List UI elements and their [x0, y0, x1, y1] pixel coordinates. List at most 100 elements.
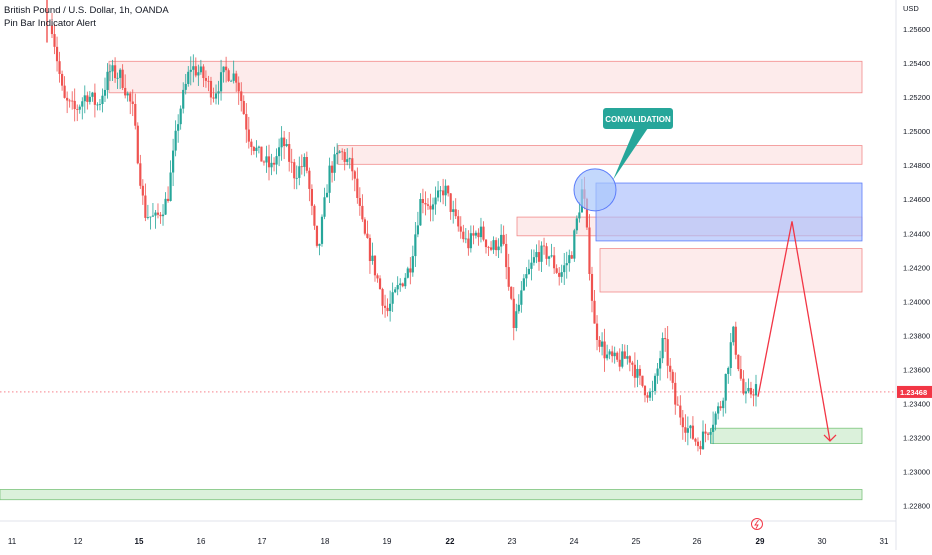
candle-body — [361, 205, 364, 220]
time-tick-label: 17 — [258, 537, 267, 546]
candle-body — [230, 80, 233, 82]
candle-body — [636, 368, 639, 378]
candle-body — [442, 190, 445, 196]
candle-body — [106, 71, 109, 90]
indicator-name[interactable]: Pin Bar Indicator Alert — [4, 18, 96, 29]
candle-body — [684, 427, 687, 433]
candle-body — [487, 247, 490, 248]
candle-body — [116, 77, 119, 79]
candle-body — [219, 72, 223, 92]
candle-body — [537, 252, 541, 262]
candle-body — [189, 69, 192, 72]
candle-body — [96, 104, 99, 106]
candle-body — [479, 226, 483, 238]
candle-body — [553, 255, 556, 269]
candle-body — [754, 384, 758, 396]
candle-body — [169, 172, 172, 201]
candle-body — [406, 268, 409, 278]
candle-body — [727, 368, 730, 374]
candle-body — [351, 158, 354, 172]
candle-body — [732, 326, 735, 343]
candle-body — [378, 278, 382, 290]
candle-body — [489, 247, 493, 250]
candle-body — [421, 199, 425, 204]
price-tick-label: 1.23200 — [903, 434, 930, 443]
candle-body — [363, 219, 366, 234]
candle-body — [136, 125, 139, 164]
resistance-zone — [337, 145, 863, 165]
candle-body — [689, 425, 692, 429]
candle-body — [288, 144, 291, 162]
candle-body — [343, 152, 346, 162]
candle-body — [575, 218, 578, 231]
candle-body — [532, 257, 536, 263]
candle-body — [659, 358, 662, 369]
candle-body — [510, 286, 513, 299]
candle-body — [129, 93, 132, 102]
candle-body — [346, 159, 349, 162]
candle-body — [424, 203, 427, 205]
candle-body — [540, 245, 543, 262]
candle-body — [749, 387, 753, 395]
candle-body — [146, 217, 149, 218]
candle-body — [131, 101, 134, 105]
symbol-title[interactable]: British Pound / U.S. Dollar, 1h, OANDA — [4, 5, 169, 16]
candle-body — [149, 216, 152, 218]
candle-body — [209, 80, 213, 98]
candle-body — [404, 277, 407, 287]
candle-body — [590, 273, 594, 301]
candle-body — [93, 92, 96, 105]
candle-body — [459, 226, 462, 232]
candle-body — [76, 109, 79, 110]
candle-body — [717, 406, 720, 414]
candle-body — [530, 262, 533, 269]
candle-body — [477, 232, 480, 238]
candle-body — [666, 339, 669, 366]
candle-body — [154, 212, 157, 216]
time-tick-label: 22 — [446, 537, 455, 546]
candle-body — [313, 205, 316, 226]
candle-body — [86, 95, 89, 102]
candle-body — [330, 165, 334, 173]
candle-body — [447, 185, 450, 194]
candle-body — [222, 66, 225, 73]
candle-body — [709, 431, 712, 435]
candle-body — [696, 441, 700, 447]
candle-body — [305, 157, 308, 171]
candle-body — [603, 341, 606, 359]
candle-body — [386, 307, 389, 312]
candle-body — [83, 95, 86, 102]
candle-body — [598, 340, 601, 347]
candle-body — [285, 144, 288, 147]
price-tick-label: 1.24800 — [903, 161, 930, 170]
candle-body — [542, 245, 546, 247]
candle-body — [381, 289, 384, 306]
candle-body — [563, 265, 566, 273]
candle-body — [676, 404, 679, 406]
candle-body — [277, 147, 281, 157]
candle-body — [719, 406, 722, 409]
candle-body — [409, 268, 412, 273]
candle-body — [172, 150, 175, 173]
candle-body — [573, 230, 576, 259]
time-tick-label: 29 — [756, 537, 765, 546]
time-tick-label: 31 — [880, 537, 889, 546]
candle-body — [520, 290, 523, 305]
candle-body — [283, 137, 286, 147]
candle-body — [691, 425, 695, 439]
candle-body — [426, 204, 430, 206]
candle-body — [257, 146, 261, 148]
candles — [46, 0, 758, 455]
time-tick-label: 19 — [383, 537, 392, 546]
candle-body — [232, 73, 235, 81]
candle-body — [646, 395, 649, 398]
candle-body — [550, 255, 553, 257]
currency-label: USD — [903, 4, 919, 13]
candle-body — [653, 375, 657, 391]
candle-body — [262, 161, 266, 163]
candle-body — [472, 233, 475, 236]
candle-body — [159, 214, 162, 217]
candle-body — [699, 446, 702, 450]
